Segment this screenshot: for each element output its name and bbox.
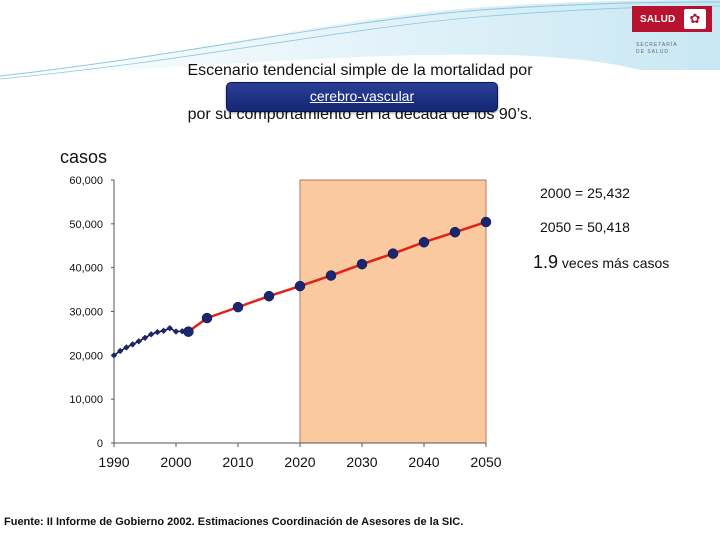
y-tick-label: 0: [97, 438, 103, 450]
observed-point: [110, 352, 118, 359]
projection-point: [183, 326, 194, 337]
observed-point: [141, 334, 149, 341]
y-tick-label: 20,000: [69, 350, 103, 362]
ratio-number: 1.9: [533, 252, 559, 272]
annotation-2000: 2000 = 25,432: [540, 185, 630, 201]
projection-point: [418, 236, 430, 248]
observed-point: [123, 344, 130, 351]
projection-point: [480, 216, 492, 228]
projection-point: [449, 226, 461, 238]
source-note: Fuente: II Informe de Gobierno 2002. Est…: [4, 516, 464, 528]
highlight-text: cerebro-vascular: [309, 88, 415, 104]
x-tick-label: 2030: [346, 454, 377, 470]
y-tick-label: 30,000: [69, 307, 103, 319]
x-tick-label: 2000: [160, 454, 191, 470]
observed-point: [117, 347, 124, 355]
x-tick-label: 2040: [408, 454, 439, 470]
observed-point: [148, 331, 155, 338]
x-tick-label: 2050: [470, 454, 501, 470]
highlight-box: cerebro-vascular: [226, 82, 498, 112]
ratio-text: veces más casos: [558, 255, 670, 271]
observed-point: [135, 338, 142, 345]
projection-point: [232, 301, 244, 313]
annotation-ratio: 1.9 veces más casos: [533, 252, 669, 273]
y-tick-label: 50,000: [69, 219, 103, 231]
observed-point: [154, 328, 161, 336]
y-tick-label: 60,000: [69, 175, 103, 187]
eagle-seal-icon: ✿: [684, 9, 706, 29]
x-tick-label: 2010: [222, 454, 253, 470]
x-tick-label: 2020: [284, 454, 315, 470]
y-tick-label: 10,000: [69, 394, 103, 406]
projection-point: [387, 248, 399, 259]
projection-band: [299, 179, 487, 444]
observed-point: [129, 341, 136, 348]
observed-point: [166, 324, 173, 332]
y-units-label: casos: [60, 147, 108, 167]
projection-point: [325, 270, 337, 281]
annotation-2050: 2050 = 50,418: [540, 219, 630, 235]
projection-point: [356, 258, 368, 270]
x-tick-label: 1990: [98, 454, 129, 470]
logo-subtitle-line-2: DE SALUD: [636, 49, 670, 55]
title-line-1: Escenario tendencial simple de la mortal…: [187, 62, 533, 79]
projection-point: [263, 290, 275, 302]
observed-point: [160, 327, 167, 334]
projection-point: [201, 312, 213, 324]
logo-text: SALUD: [640, 13, 676, 25]
observed-point: [172, 328, 180, 335]
logo-subtitle: SECRETARÍA DE SALUD: [636, 42, 716, 56]
y-tick-label: 40,000: [69, 263, 103, 275]
logo-subtitle-line-1: SECRETARÍA: [636, 42, 678, 48]
projection-point: [294, 280, 306, 292]
salud-logo: SALUD ✿: [632, 6, 712, 32]
